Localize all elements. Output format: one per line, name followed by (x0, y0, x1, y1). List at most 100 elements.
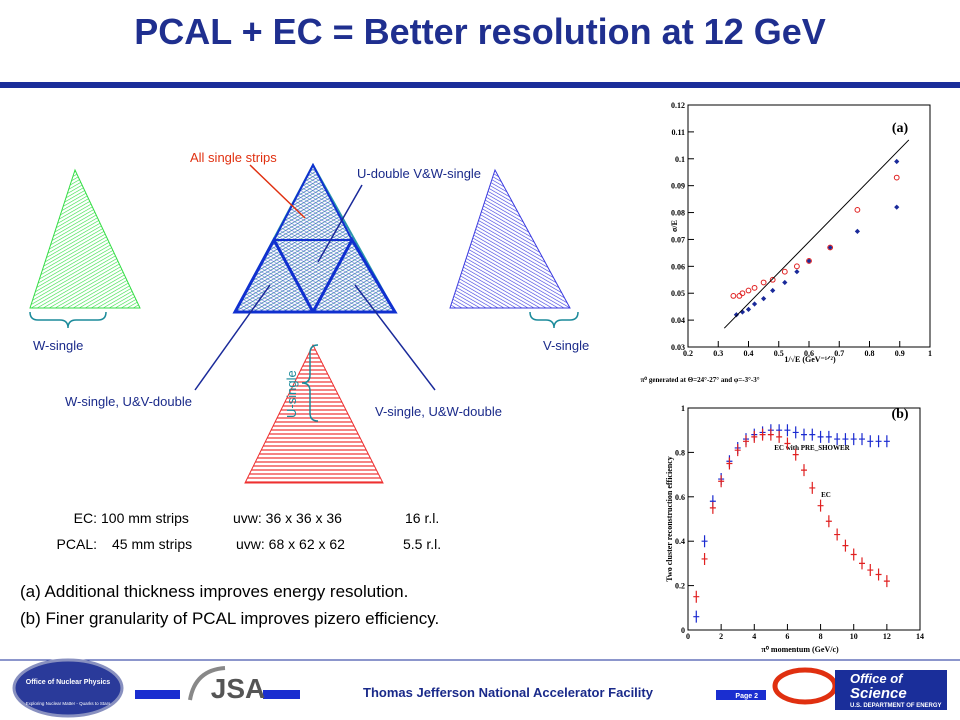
point (709, 501, 716, 514)
point (792, 426, 799, 439)
plot-frame (687, 407, 921, 631)
point (782, 279, 788, 286)
y-tick-label: 0.6 (675, 493, 685, 502)
x-tick-label: 6 (785, 632, 789, 641)
point (745, 306, 752, 312)
point (693, 590, 700, 603)
brace (301, 344, 319, 422)
point (784, 424, 791, 437)
x-tick-label: 0.6 (804, 349, 814, 358)
y-tick-label: 0.2 (675, 582, 685, 591)
diagram-label: V-single, U&W-double (375, 404, 502, 419)
y-tick-label: 0.08 (671, 209, 685, 218)
y-tick-label: 0.4 (675, 537, 685, 546)
point (736, 293, 743, 299)
spec-cell: uvw: 36 x 36 x 36 (233, 510, 342, 526)
point (893, 174, 900, 181)
spec-cell: EC: (74, 510, 97, 526)
y-tick-label: 0 (681, 626, 685, 635)
inner-triangle (310, 236, 398, 314)
x-tick-label: 0.5 (774, 349, 784, 358)
plot-frame (687, 104, 931, 348)
point (781, 268, 788, 275)
note: (b) Finer granularity of PCAL improves p… (20, 609, 439, 628)
spec-cell: 45 mm strips (112, 536, 192, 552)
spec-cell: PCAL: (57, 536, 97, 552)
arrow (194, 284, 271, 391)
point (769, 276, 776, 283)
point (726, 457, 733, 470)
y-tick-label: 0.12 (671, 101, 685, 110)
x-tick-label: 1 (928, 349, 932, 358)
point (854, 206, 861, 213)
spec-cell: uvw: 68 x 62 x 62 (236, 536, 345, 552)
logo-box (835, 670, 947, 710)
annotation: (b) (891, 407, 908, 422)
y-tick-label: 0.06 (671, 262, 685, 271)
point (730, 293, 737, 299)
x-tick-label: 12 (883, 632, 891, 641)
w-triangle (29, 168, 141, 309)
diagram-label: U-double V&W-single (357, 166, 481, 181)
point (806, 258, 812, 264)
y-axis-label: σ/E (670, 220, 679, 232)
point (794, 269, 800, 275)
logo-ring (772, 667, 838, 705)
brace (529, 311, 579, 329)
arrow (317, 184, 363, 263)
point (817, 430, 824, 443)
point (784, 437, 791, 450)
diagram-label: V-single (543, 338, 589, 353)
logo-text: JSA (211, 673, 265, 704)
point (745, 287, 752, 294)
point (751, 284, 758, 291)
x-tick-label: 0.4 (744, 349, 754, 358)
x-tick-label: 0.7 (834, 349, 844, 358)
v-triangle (449, 168, 571, 309)
logo-text: Exploring Nuclear Matter - Quarks to Sta… (26, 701, 112, 706)
point (776, 430, 783, 443)
x-tick-label: 4 (752, 632, 756, 641)
x-tick-label: 0.3 (713, 349, 723, 358)
x-axis-label: π⁰ momentum (GeV/c) (761, 645, 839, 654)
page-number: Page 2 (735, 693, 758, 700)
specs: EC: 100 mm strips uvw: 36 x 36 x 36 16 r… (57, 510, 442, 552)
spec-cell: 5.5 r.l. (403, 536, 441, 552)
x-tick-label: 0.2 (683, 349, 693, 358)
point (850, 548, 857, 561)
y-tick-label: 0.11 (671, 128, 685, 137)
point (751, 301, 758, 307)
u-triangle (244, 343, 384, 484)
point (739, 309, 746, 315)
strip-diagram: All single strips U-double V&W-single W-… (29, 150, 589, 484)
point (739, 290, 746, 297)
point (693, 610, 700, 623)
point (854, 228, 860, 234)
spec-cell: 100 mm strips (101, 510, 189, 526)
footer-text: Thomas Jefferson National Accelerator Fa… (363, 685, 654, 700)
y-tick-label: 0.07 (671, 235, 685, 244)
brace (29, 311, 107, 329)
point (883, 435, 890, 448)
y-tick-label: 0.1 (675, 155, 685, 164)
x-tick-label: 8 (819, 632, 823, 641)
point (701, 552, 708, 565)
point (867, 435, 874, 448)
point (834, 528, 841, 541)
logo-text: Office of Nuclear Physics (26, 679, 111, 686)
point (792, 448, 799, 461)
point (842, 539, 849, 552)
inner-triangle (232, 236, 316, 314)
point (859, 433, 865, 446)
point (842, 433, 849, 446)
point (809, 481, 816, 494)
point (733, 312, 739, 318)
point (894, 204, 900, 210)
x-tick-label: 14 (916, 632, 924, 641)
point (761, 296, 767, 302)
point (759, 428, 766, 441)
fit-line (723, 139, 910, 329)
point (827, 244, 834, 251)
